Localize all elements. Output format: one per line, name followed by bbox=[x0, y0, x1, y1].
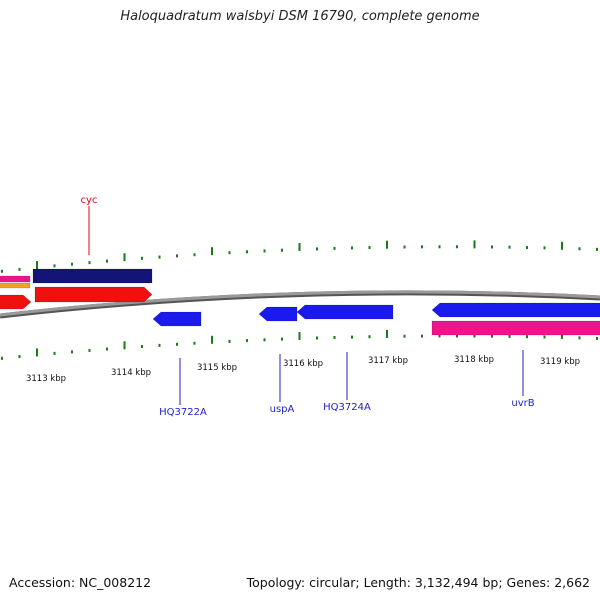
feature-track bbox=[0, 268, 600, 336]
kbp-scale: 3113 kbp 3114 kbp 3115 kbp 3116 kbp 3117 kbp… bbox=[26, 355, 580, 384]
cds-feature-hq3724a bbox=[296, 304, 394, 320]
gene-label-uspa: uspA bbox=[270, 404, 295, 415]
cds-feature bbox=[0, 275, 31, 283]
gene-label-hq3722a: HQ3722A bbox=[159, 407, 207, 418]
cds-feature bbox=[431, 320, 600, 336]
genome-summary-text: Topology: circular; Length: 3,132,494 bp… bbox=[246, 575, 590, 590]
scale-label: 3118 kbp bbox=[454, 355, 494, 365]
cds-feature bbox=[0, 282, 31, 289]
gene-label-uvrb: uvrB bbox=[511, 398, 534, 409]
cds-feature bbox=[32, 268, 153, 284]
cds-feature-uspa bbox=[258, 306, 298, 322]
scale-label: 3114 kbp bbox=[111, 368, 151, 378]
gene-label-cyc: cyc bbox=[81, 195, 98, 206]
cds-feature-uvrb bbox=[431, 302, 600, 318]
gene-label-hq3724a: HQ3724A bbox=[323, 402, 371, 413]
accession-text: Accession: NC_008212 bbox=[9, 575, 152, 590]
cds-feature bbox=[34, 286, 153, 303]
scale-label: 3119 kbp bbox=[540, 357, 580, 367]
scale-label: 3113 kbp bbox=[26, 374, 66, 384]
outer-tick-track bbox=[1, 240, 598, 273]
gene-label-layer: cyc HQ3722A uspA HQ3724A uvrB bbox=[81, 195, 535, 418]
map-title: Haloquadratum walsbyi DSM 16790, complet… bbox=[120, 9, 480, 24]
cds-feature-hq3722a bbox=[152, 311, 202, 327]
scale-label: 3115 kbp bbox=[197, 363, 237, 373]
scale-label: 3116 kbp bbox=[283, 359, 323, 369]
cds-feature bbox=[0, 294, 32, 310]
genome-backbone bbox=[0, 290, 600, 317]
scale-label: 3117 kbp bbox=[368, 356, 408, 366]
